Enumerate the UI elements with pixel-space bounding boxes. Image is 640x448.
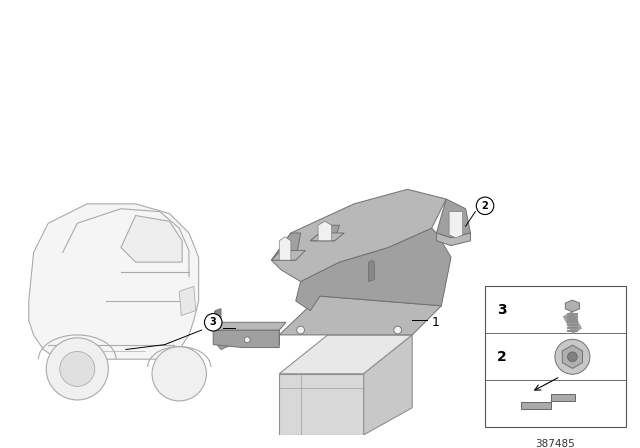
Polygon shape [271,190,446,281]
Polygon shape [369,260,374,281]
Polygon shape [271,233,301,260]
Circle shape [476,197,494,215]
Text: 387485: 387485 [536,439,575,448]
Polygon shape [213,322,286,330]
Polygon shape [213,330,279,348]
Circle shape [204,314,222,331]
Circle shape [46,338,108,400]
Circle shape [152,347,207,401]
Polygon shape [310,225,339,241]
Polygon shape [121,215,182,262]
Polygon shape [213,309,221,330]
Circle shape [555,339,590,374]
Circle shape [568,352,577,362]
Circle shape [394,326,401,334]
Polygon shape [279,335,412,374]
Polygon shape [296,228,451,310]
Polygon shape [436,233,470,246]
Polygon shape [364,335,412,435]
Polygon shape [563,345,582,368]
Polygon shape [279,296,442,335]
Bar [485,286,626,427]
Polygon shape [436,199,470,238]
Text: 2: 2 [497,350,506,364]
Circle shape [60,351,95,386]
Polygon shape [565,300,579,312]
Polygon shape [449,211,463,238]
Polygon shape [310,233,344,241]
Polygon shape [213,325,279,349]
Polygon shape [179,286,196,315]
Polygon shape [271,250,305,260]
Text: 2: 2 [482,201,488,211]
Circle shape [297,326,305,334]
Polygon shape [29,204,198,359]
Polygon shape [522,394,575,409]
Text: 3: 3 [210,317,216,327]
Polygon shape [318,221,332,241]
Polygon shape [279,237,291,260]
Text: 3: 3 [497,303,506,317]
Circle shape [244,337,250,343]
Text: 1: 1 [431,316,440,329]
Polygon shape [279,374,364,435]
